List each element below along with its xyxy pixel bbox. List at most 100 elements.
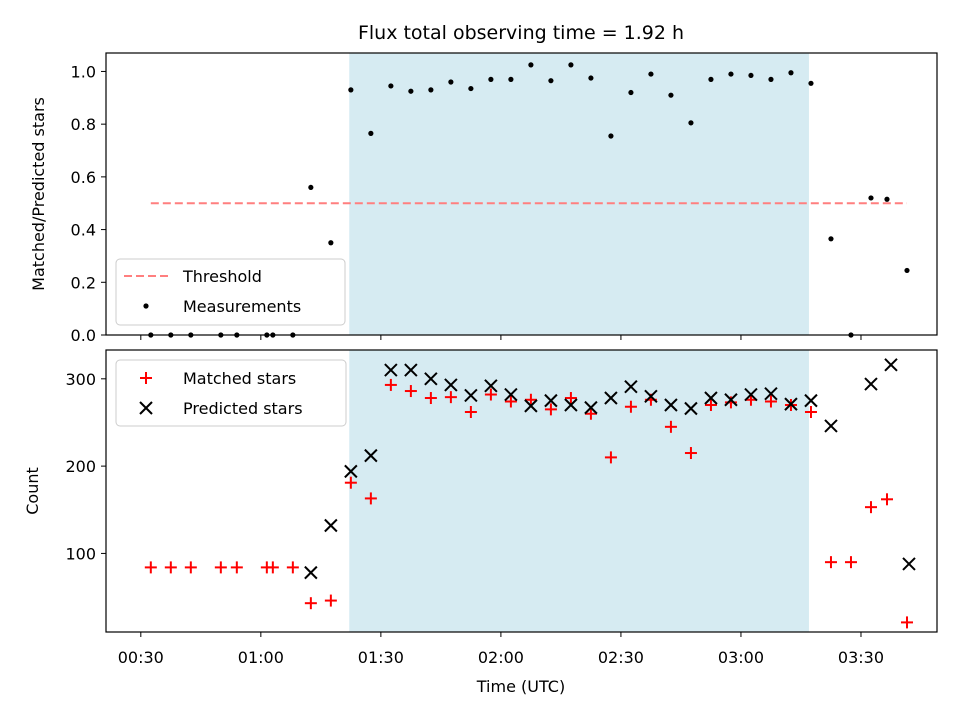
legend-matched-label: Matched stars: [183, 369, 296, 388]
measurements-point: [808, 80, 814, 86]
measurements-point: [628, 89, 634, 96]
matched-stars-point: [286, 561, 299, 574]
matched-stars-point: [344, 476, 357, 489]
predicted-stars-point: [744, 387, 758, 402]
matched-stars-point: [564, 392, 577, 405]
predicted-stars-point: [564, 398, 578, 412]
ratio-legend-frame: [115, 258, 346, 326]
matched-stars-point: [184, 561, 197, 574]
matched-stars-point: [804, 405, 817, 418]
measurements-point: [828, 236, 834, 242]
predicted-stars-point: [584, 400, 598, 415]
ratio-panel: 0.0 0.2 0.4 0.6 0.8 1.0: [71, 52, 938, 345]
matched-stars-point: [404, 385, 417, 398]
predicted-stars-point: [464, 388, 478, 403]
x-tick-label: 02:00: [478, 648, 524, 667]
predicted-stars-point: [504, 387, 518, 402]
measurements-point: [448, 79, 454, 85]
count-panel: 100 200 300 00:30 01:00 01:30 02:00 02:30 03:00 0…: [65, 349, 938, 667]
measurements-point: [788, 70, 794, 76]
predicted-stars-point: [344, 464, 358, 479]
matched-stars-point: [504, 395, 517, 408]
ratio-shaded-span: [349, 53, 809, 335]
x-tick-label: 01:00: [238, 648, 284, 667]
matched-stars-point: [824, 556, 837, 569]
count-axes-frame: [105, 349, 938, 633]
predicted-stars-point: [484, 379, 498, 393]
legend-measurements-swatch: [143, 303, 149, 309]
measurements-point: [528, 62, 534, 68]
predicted-stars-point: [524, 399, 538, 413]
matched-stars-point: [266, 561, 279, 574]
matched-stars-point: [900, 616, 913, 629]
predicted-stars-point: [884, 358, 898, 372]
predicted-stars-point: [864, 377, 878, 391]
predicted-stars-point: [304, 565, 318, 580]
measurements-point: [328, 240, 334, 246]
predicted-stars-point: [704, 391, 718, 405]
measurements-point: [388, 83, 394, 89]
measurements-point: [308, 184, 314, 191]
measurements-point: [688, 120, 694, 126]
predicted-stars-point: [784, 397, 798, 411]
x-tick-label: 02:30: [598, 648, 644, 667]
count-y-tick-label: 200: [65, 457, 96, 476]
predicted-stars-point: [624, 379, 638, 394]
measurements-point: [548, 78, 554, 84]
ratio-legend: Threshold Measurements: [115, 258, 346, 326]
x-tick-label: 03:30: [838, 648, 884, 667]
ratio-y-tick-label: 1.0: [71, 62, 96, 81]
predicted-stars-point: [444, 378, 458, 392]
measurements-point: [904, 267, 910, 274]
legend-predicted-swatch: [139, 401, 153, 415]
x-tick-label: 01:30: [358, 648, 404, 667]
measurements-point: [588, 75, 594, 81]
measurements-point: [884, 196, 890, 202]
matched-stars-point: [664, 420, 677, 433]
measurements-point: [428, 87, 434, 93]
measurements-point: [728, 71, 734, 77]
predicted-stars-point: [804, 393, 818, 408]
matched-stars-point: [230, 561, 243, 574]
matched-stars-point: [844, 556, 857, 569]
predicted-stars-point: [764, 386, 778, 401]
measurements-point: [408, 88, 414, 94]
predicted-stars-point: [324, 518, 338, 533]
measurements-point: [768, 76, 774, 82]
x-axis-label: Time (UTC): [476, 677, 565, 696]
ratio-y-axis-label: Matched/Predicted stars: [29, 97, 48, 291]
measurements-point: [488, 76, 494, 82]
measurements-point: [748, 72, 754, 79]
measurements-point: [348, 87, 354, 93]
ratio-y-tick-label: 0.2: [71, 273, 96, 292]
ratio-y-tick-label: 0.8: [71, 115, 96, 134]
predicted-stars-point: [364, 448, 378, 463]
ratio-y-tick-label: 0.0: [71, 326, 96, 345]
predicted-stars-point: [644, 389, 658, 403]
matched-stars-point: [444, 391, 457, 404]
predicted-stars-point: [824, 419, 838, 433]
measurements-point: [608, 133, 614, 139]
matched-stars-point: [484, 388, 497, 401]
matched-stars-point: [384, 378, 397, 391]
measurements-point: [568, 62, 574, 68]
measurements-point: [468, 85, 474, 92]
predicted-stars-point: [424, 372, 438, 386]
matched-stars-point: [880, 493, 893, 506]
count-y-tick-label: 100: [65, 544, 96, 563]
predicted-stars-point: [724, 393, 738, 407]
ratio-axes-frame: [105, 52, 938, 336]
count-shaded-span: [349, 350, 809, 632]
measurements-point: [508, 76, 514, 82]
measurements-point: [648, 71, 654, 77]
measurements-point: [368, 130, 374, 136]
predicted-stars-point: [664, 398, 678, 412]
legend-threshold-label: Threshold: [182, 267, 262, 286]
chart-title: Flux total observing time = 1.92 h: [358, 22, 684, 44]
measurements-point: [708, 76, 714, 82]
predicted-stars-point: [902, 557, 916, 571]
matched-stars-point: [214, 561, 227, 574]
matched-stars-point: [764, 395, 777, 408]
matched-stars-point: [304, 597, 317, 610]
measurements-point: [868, 195, 874, 201]
